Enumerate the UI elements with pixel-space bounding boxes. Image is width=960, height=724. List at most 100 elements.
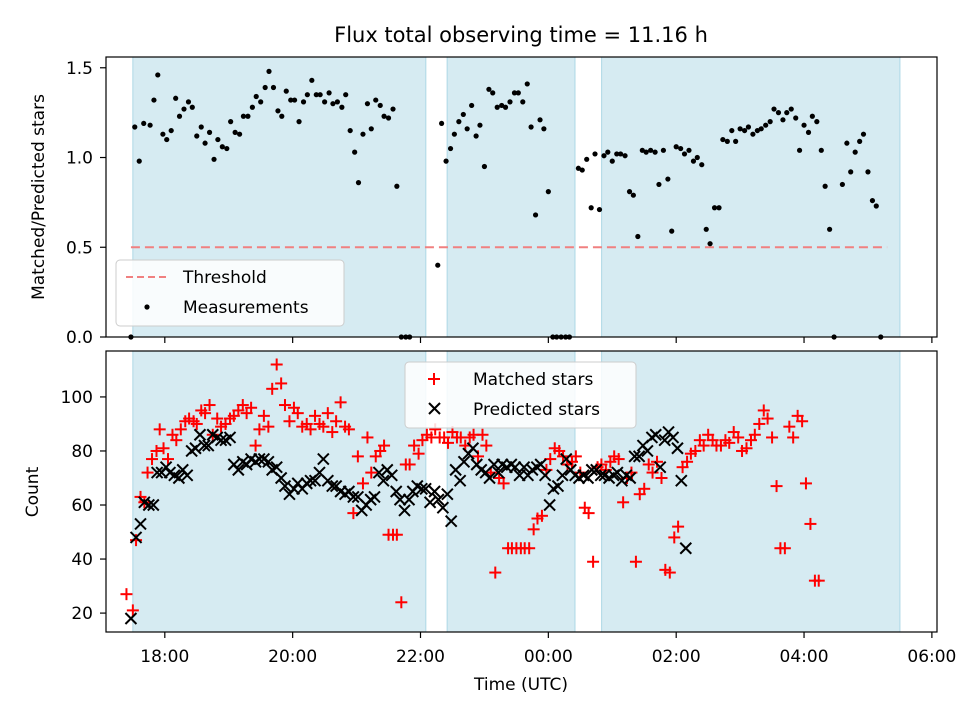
measurement-point	[435, 262, 441, 268]
predicted-star-point	[632, 450, 646, 463]
measurement-point	[334, 99, 341, 105]
matched-star-point	[617, 496, 630, 509]
predicted-star-point	[278, 479, 292, 493]
measurement-point	[473, 133, 479, 139]
measurement-point	[669, 228, 675, 234]
measurement-point	[309, 77, 315, 83]
measurement-point	[588, 205, 594, 211]
matched-star-point	[748, 428, 761, 441]
predicted-star-point	[654, 460, 667, 474]
predicted-star-point	[147, 498, 160, 512]
measurement-point	[750, 131, 756, 137]
measurement-point	[869, 197, 876, 204]
predicted-star-point	[508, 460, 522, 474]
measurement-point	[745, 124, 752, 130]
predicted-star-point	[666, 431, 680, 444]
matched-star-point	[245, 401, 258, 414]
measurement-point	[733, 138, 739, 144]
predicted-star-point	[142, 498, 156, 512]
measurement-point	[236, 131, 243, 137]
matched-star-point	[489, 566, 502, 579]
measurement-point	[460, 111, 466, 118]
measurement-point	[502, 104, 509, 110]
observing-window-bottom-0	[132, 350, 427, 633]
measurement-point	[660, 147, 667, 153]
predicted-star-point	[419, 482, 432, 496]
measurement-point	[711, 205, 718, 211]
predicted-star-point	[560, 452, 573, 466]
matched-star-point	[681, 455, 694, 468]
predicted-star-point	[649, 428, 662, 441]
predicted-star-point	[492, 466, 505, 479]
matched-star-point	[378, 439, 391, 452]
matched-star-point	[796, 415, 809, 428]
measurement-point	[767, 119, 773, 125]
predicted-star-point	[679, 542, 692, 555]
measurement-point	[822, 183, 828, 189]
measurement-point	[368, 126, 374, 132]
measurement-point	[283, 88, 289, 94]
measurement-point	[352, 149, 358, 155]
measurement-point	[532, 212, 539, 218]
predicted-star-point	[671, 442, 684, 455]
measurement-point	[805, 129, 812, 135]
measurement-point	[469, 102, 475, 109]
measurement-point	[198, 124, 204, 130]
measurement-point	[339, 104, 345, 110]
matched-star-point	[153, 423, 166, 436]
matched-star-point	[569, 450, 582, 463]
measurement-point	[206, 129, 213, 135]
predicted-star-point	[551, 479, 565, 493]
measurement-point	[729, 127, 735, 134]
measurement-point	[622, 153, 628, 159]
measurement-point	[579, 167, 585, 173]
measurement-point	[322, 99, 328, 105]
matched-star-point	[120, 588, 133, 601]
bottom-legend: Matched stars Predicted stars	[404, 361, 637, 429]
measurement-point	[275, 108, 281, 114]
measurement-point	[477, 122, 483, 128]
matched-star-point	[582, 507, 595, 520]
predicted-star-point	[214, 433, 228, 447]
predicted-star-point	[377, 474, 390, 487]
matched-star-point	[766, 431, 779, 444]
matched-star-point	[723, 436, 736, 449]
measurement-point	[279, 113, 285, 119]
measurement-point	[355, 180, 362, 186]
bottom-y-tick-label: 100	[61, 388, 93, 408]
measurement-point	[737, 126, 743, 132]
predicted-star-point	[390, 485, 403, 498]
measurement-point	[681, 151, 688, 157]
measurement-point	[796, 147, 803, 153]
predicted-star-point	[432, 493, 445, 506]
measurement-point	[211, 156, 217, 162]
matched-star-point	[535, 509, 548, 522]
matched-star-point	[150, 444, 163, 457]
matched-star-point	[523, 542, 536, 555]
measurement-point	[141, 120, 147, 127]
measurement-point	[678, 145, 684, 152]
measurement-point	[703, 226, 709, 232]
matched-star-point	[356, 477, 369, 490]
measurement-point	[630, 192, 636, 198]
measurement-point	[456, 119, 462, 125]
matched-star-point	[732, 431, 745, 444]
matched-star-point	[170, 434, 183, 447]
measurement-point	[541, 126, 547, 132]
measurement-point	[673, 144, 679, 150]
matched-star-point	[757, 404, 770, 417]
legend-threshold-label: Threshold	[182, 268, 267, 288]
matched-star-point	[347, 507, 360, 520]
measurement-point	[490, 90, 496, 96]
measurement-point	[857, 138, 863, 144]
matched-star-point	[804, 517, 817, 530]
measurement-point	[839, 181, 845, 188]
measurement-point	[763, 122, 769, 128]
measurement-point	[545, 189, 551, 195]
measurement-point	[385, 115, 392, 121]
measurement-point	[390, 106, 396, 112]
matched-star-point	[157, 442, 170, 455]
x-tick-label: 22:00	[396, 647, 445, 667]
measurement-point	[494, 104, 500, 110]
matched-star-point	[408, 439, 421, 452]
